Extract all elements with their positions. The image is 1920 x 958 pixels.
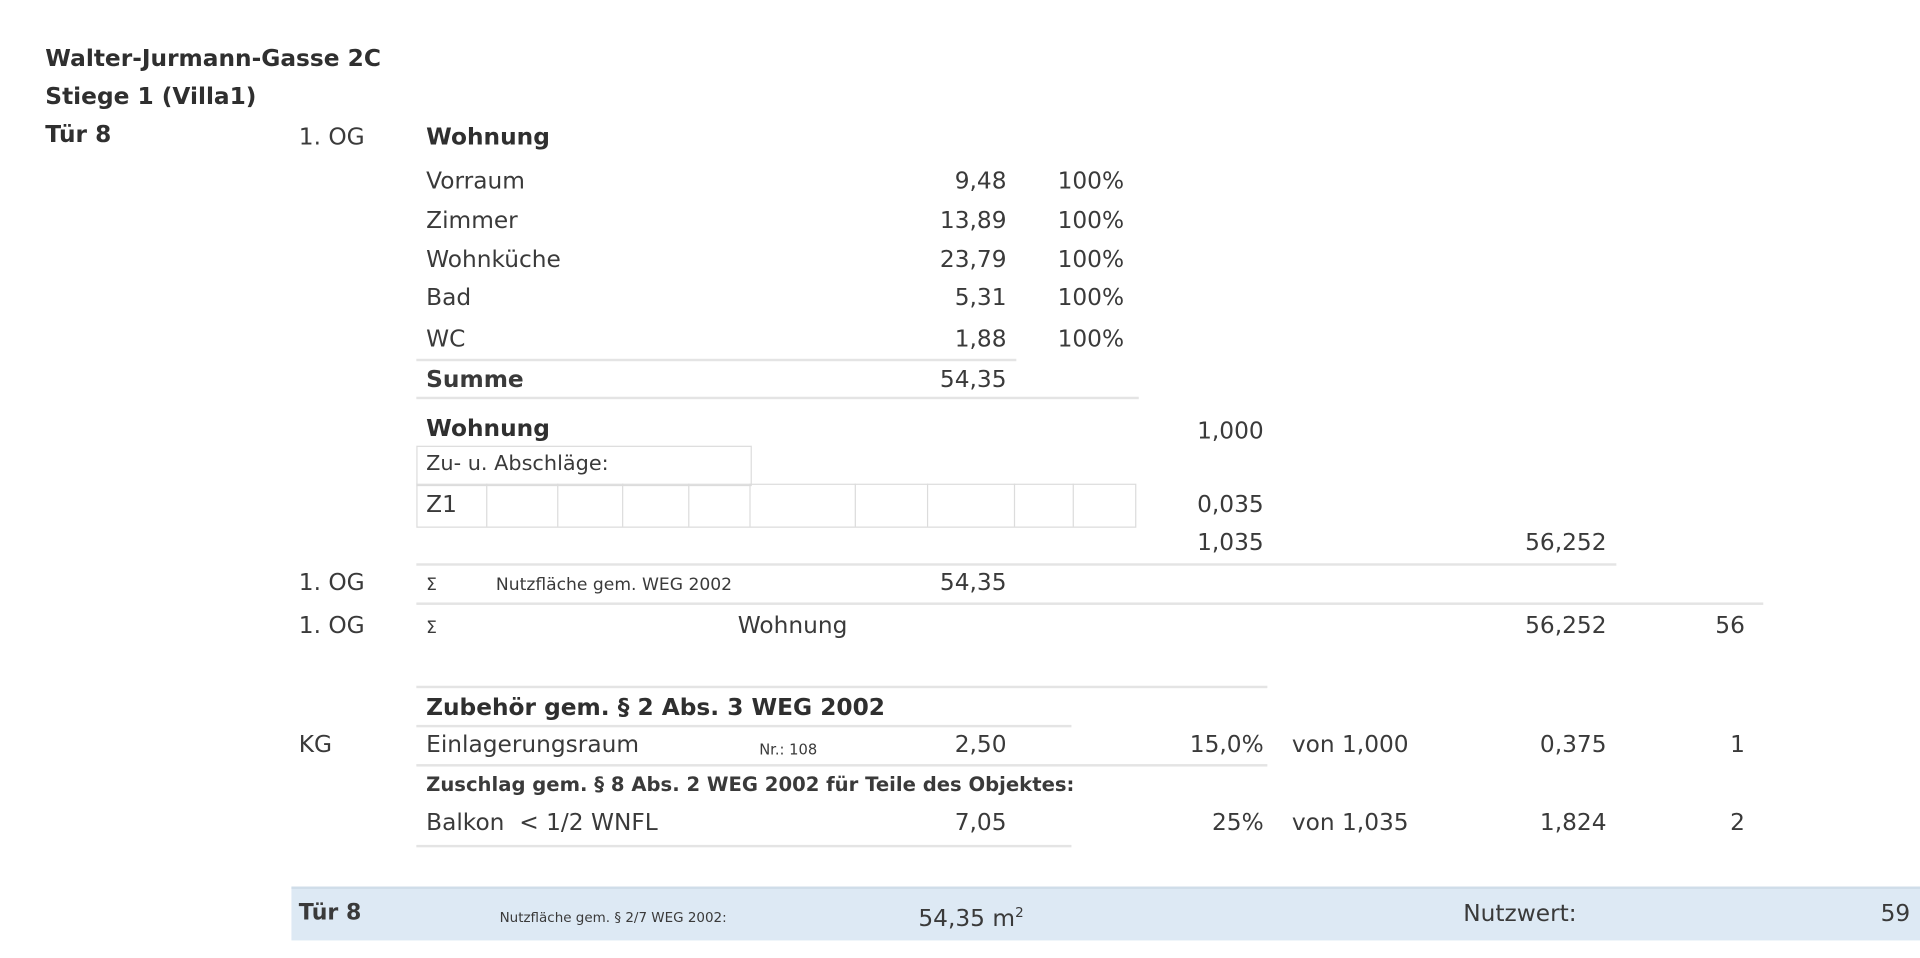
total-factor: 1,035	[1197, 528, 1264, 556]
room-pct: 100%	[1057, 325, 1125, 353]
footer-unit: m	[992, 905, 1016, 933]
summary-floor: 1. OG	[298, 612, 365, 640]
divider	[416, 844, 1072, 848]
street-title: Walter-Jurmann-Gasse 2C	[45, 45, 381, 73]
grid-line	[926, 483, 929, 527]
grid-line	[854, 483, 856, 527]
grid-line	[1013, 483, 1016, 527]
factor-label: Wohnung	[426, 415, 550, 443]
surcharge-area: 7,05	[954, 809, 1007, 837]
accessory-nr: Nr.: 108	[759, 740, 818, 758]
stair-title: Stiege 1 (Villa1)	[45, 83, 257, 111]
summary-label: Nutzfläche gem. WEG 2002	[495, 575, 733, 596]
summary-area: 54,35	[939, 569, 1007, 597]
room-name: Zimmer	[426, 206, 518, 234]
room-area: 5,31	[954, 284, 1007, 312]
divider	[416, 396, 1139, 400]
accessory-nutzwert: 1	[1730, 731, 1745, 758]
surcharge-von: von 1,035	[1291, 809, 1409, 837]
sigma-icon: Σ	[426, 618, 437, 638]
room-area: 23,79	[939, 246, 1007, 274]
accessory-floor: KG	[298, 731, 333, 758]
surcharge-heading: Zuschlag gem. § 8 Abs. 2 WEG 2002 für Te…	[426, 772, 1075, 796]
room-pct: 100%	[1057, 167, 1125, 195]
accessory-value: 0,375	[1539, 731, 1607, 758]
grid-line	[486, 483, 488, 527]
surcharge-nutzwert: 2	[1730, 809, 1745, 837]
accessory-name: Einlagerungsraum	[426, 731, 640, 758]
footer-total-bar: Tür 8 Nutzfläche gem. § 2/7 WEG 2002: 54…	[291, 886, 1920, 941]
summary-value: 56,252	[1525, 612, 1607, 640]
divider	[416, 563, 1617, 566]
surcharge-value: 1,824	[1539, 809, 1607, 837]
summary-label: Wohnung	[737, 612, 848, 640]
adjust-value: 0,035	[1197, 491, 1264, 518]
room-name: Wohnküche	[426, 246, 561, 274]
divider	[416, 764, 1268, 767]
summary-floor: 1. OG	[298, 569, 365, 597]
summary-nutzwert: 56	[1715, 612, 1745, 640]
factor-value: 1,000	[1197, 417, 1264, 445]
sigma-icon: Σ	[426, 575, 437, 596]
grid-line	[622, 483, 624, 527]
sum-label: Summe	[426, 366, 524, 394]
unit-type-heading: Wohnung	[426, 123, 550, 151]
sum-value: 54,35	[939, 366, 1007, 394]
room-pct: 100%	[1057, 246, 1125, 274]
grid-line	[688, 483, 690, 527]
grid-line	[749, 483, 751, 527]
adjust-grid	[416, 483, 1137, 528]
room-area: 9,48	[954, 167, 1007, 195]
room-name: Bad	[426, 284, 472, 312]
accessory-von: von 1,000	[1291, 731, 1409, 758]
room-name: Vorraum	[426, 167, 525, 195]
floor-label: 1. OG	[298, 123, 365, 151]
footer-door: Tür 8	[298, 900, 362, 926]
room-pct: 100%	[1057, 206, 1125, 234]
accessory-pct: 15,0%	[1189, 731, 1264, 758]
footer-nutzwert-label: Nutzwert:	[1463, 900, 1577, 927]
room-area: 13,89	[939, 206, 1007, 234]
surcharge-name: Balkon < 1/2 WNFL	[426, 809, 658, 837]
room-area: 1,88	[954, 325, 1007, 353]
divider	[416, 724, 1072, 728]
footer-nutzwert: 59	[1880, 900, 1911, 927]
surcharge-pct: 25%	[1211, 809, 1264, 837]
adjust-code: Z1	[426, 491, 457, 518]
footer-area: 54,35 m2	[918, 899, 1023, 934]
footer-area-label: Nutzfläche gem. § 2/7 WEG 2002:	[499, 909, 727, 926]
accessory-area: 2,50	[954, 731, 1007, 758]
accessory-heading: Zubehör gem. § 2 Abs. 3 WEG 2002	[426, 694, 885, 722]
door-label: Tür 8	[45, 121, 112, 149]
grid-line	[1072, 483, 1074, 527]
adjust-box	[416, 445, 752, 487]
room-pct: 100%	[1057, 284, 1125, 312]
divider	[416, 358, 1017, 362]
grid-line	[557, 483, 559, 527]
footer-area-value: 54,35	[918, 905, 985, 933]
adjust-label: Zu- u. Abschläge:	[426, 451, 609, 477]
total-value: 56,252	[1525, 528, 1607, 556]
divider	[416, 602, 1764, 605]
divider	[416, 685, 1268, 689]
footer-unit-exp: 2	[1015, 904, 1024, 921]
room-name: WC	[426, 325, 466, 353]
